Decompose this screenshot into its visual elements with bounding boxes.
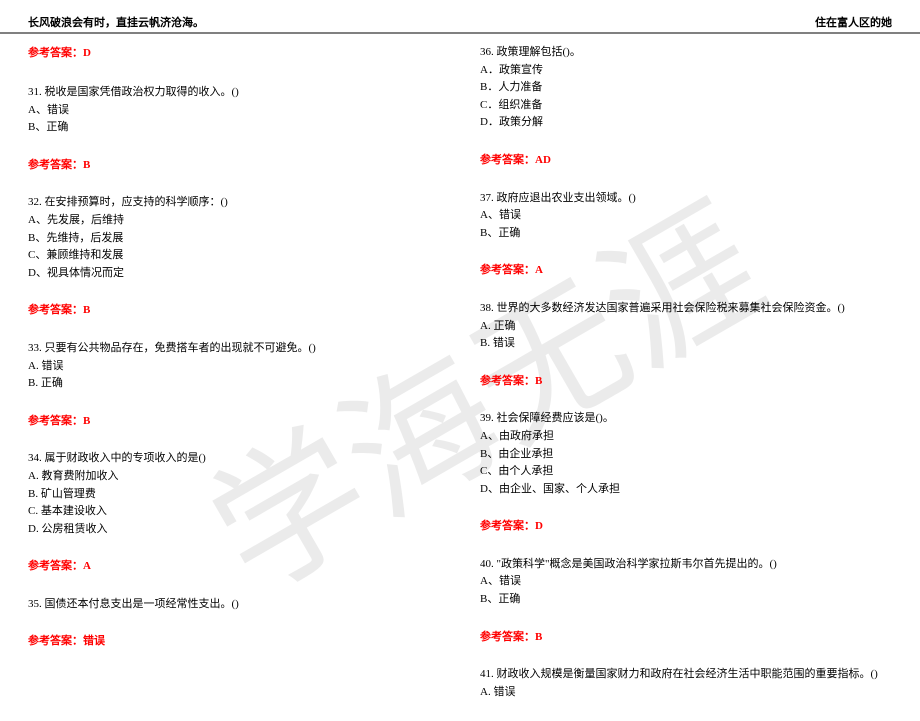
q32-opt-c: C、兼顾维持和发展	[28, 247, 440, 265]
answer-prev: 参考答案：D	[28, 44, 440, 60]
answer-38: 参考答案：B	[480, 373, 892, 391]
right-column: 36. 政策理解包括()。 A．政策宣传 B．人力准备 C．组织准备 D．政策分…	[480, 42, 892, 721]
question-37: 37. 政府应退出农业支出领域。() A、错误 B、正确	[480, 190, 892, 243]
question-39: 39. 社会保障经费应该是()。 A、由政府承担 B、由企业承担 C、由个人承担…	[480, 410, 892, 498]
q35-text: 35. 国债还本付息支出是一项经常性支出。()	[28, 596, 440, 614]
q37-text: 37. 政府应退出农业支出领域。()	[480, 190, 892, 208]
q34-opt-a: A. 教育费附加收入	[28, 468, 440, 486]
q38-opt-b: B. 错误	[480, 335, 892, 353]
question-35: 35. 国债还本付息支出是一项经常性支出。()	[28, 596, 440, 614]
q38-text: 38. 世界的大多数经济发达国家普遍采用社会保险税来募集社会保险资金。()	[480, 300, 892, 318]
answer-34: 参考答案：A	[28, 558, 440, 576]
answer-33: 参考答案：B	[28, 413, 440, 431]
answer-31: 参考答案：B	[28, 157, 440, 175]
q39-opt-c: C、由个人承担	[480, 463, 892, 481]
q40-opt-a: A、错误	[480, 573, 892, 591]
q40-opt-b: B、正确	[480, 591, 892, 609]
q34-opt-b: B. 矿山管理费	[28, 486, 440, 504]
q32-opt-d: D、视具体情况而定	[28, 265, 440, 283]
question-33: 33. 只要有公共物品存在，免费搭车者的出现就不可避免。() A. 错误 B. …	[28, 340, 440, 393]
answer-35: 参考答案：错误	[28, 633, 440, 651]
q32-text: 32. 在安排预算时，应支持的科学顺序：()	[28, 194, 440, 212]
q31-opt-a: A、错误	[28, 102, 440, 120]
question-32: 32. 在安排预算时，应支持的科学顺序：() A、先发展，后维持 B、先维持，后…	[28, 194, 440, 282]
question-36: 36. 政策理解包括()。 A．政策宣传 B．人力准备 C．组织准备 D．政策分…	[480, 44, 892, 132]
answer-36: 参考答案：AD	[480, 152, 892, 170]
q37-opt-b: B、正确	[480, 225, 892, 243]
question-31: 31. 税收是国家凭借政治权力取得的收入。() A、错误 B、正确	[28, 84, 440, 137]
q37-opt-a: A、错误	[480, 207, 892, 225]
question-41: 41. 财政收入规模是衡量国家财力和政府在社会经济生活中职能范围的重要指标。()…	[480, 666, 892, 701]
q36-opt-a: A．政策宣传	[480, 62, 892, 80]
q39-opt-d: D、由企业、国家、个人承担	[480, 481, 892, 499]
q41-text: 41. 财政收入规模是衡量国家财力和政府在社会经济生活中职能范围的重要指标。()	[480, 666, 892, 684]
q40-text: 40. "政策科学"概念是美国政治科学家拉斯韦尔首先提出的。()	[480, 556, 892, 574]
answer-32: 参考答案：B	[28, 302, 440, 320]
q41-opt-a: A. 错误	[480, 684, 892, 702]
header-left-quote: 长风破浪会有时，直挂云帆济沧海。	[28, 14, 204, 30]
q34-opt-d: D. 公房租赁收入	[28, 521, 440, 539]
q36-text: 36. 政策理解包括()。	[480, 44, 892, 62]
q39-text: 39. 社会保障经费应该是()。	[480, 410, 892, 428]
q39-opt-a: A、由政府承担	[480, 428, 892, 446]
q32-opt-a: A、先发展，后维持	[28, 212, 440, 230]
question-34: 34. 属于财政收入中的专项收入的是() A. 教育费附加收入 B. 矿山管理费…	[28, 450, 440, 538]
question-38: 38. 世界的大多数经济发达国家普遍采用社会保险税来募集社会保险资金。() A.…	[480, 300, 892, 353]
left-column: 参考答案：D 31. 税收是国家凭借政治权力取得的收入。() A、错误 B、正确…	[28, 42, 440, 721]
q36-opt-b: B．人力准备	[480, 79, 892, 97]
q33-opt-a: A. 错误	[28, 358, 440, 376]
question-40: 40. "政策科学"概念是美国政治科学家拉斯韦尔首先提出的。() A、错误 B、…	[480, 556, 892, 609]
q33-opt-b: B. 正确	[28, 375, 440, 393]
q34-opt-c: C. 基本建设收入	[28, 503, 440, 521]
page-content: 参考答案：D 31. 税收是国家凭借政治权力取得的收入。() A、错误 B、正确…	[0, 34, 920, 721]
q38-opt-a: A. 正确	[480, 318, 892, 336]
q32-opt-b: B、先维持，后发展	[28, 230, 440, 248]
answer-37: 参考答案：A	[480, 262, 892, 280]
answer-39: 参考答案：D	[480, 518, 892, 536]
q36-opt-c: C．组织准备	[480, 97, 892, 115]
q33-text: 33. 只要有公共物品存在，免费搭车者的出现就不可避免。()	[28, 340, 440, 358]
header-right-text: 住在富人区的她	[815, 14, 892, 30]
answer-40: 参考答案：B	[480, 629, 892, 647]
page-header: 长风破浪会有时，直挂云帆济沧海。 住在富人区的她	[0, 0, 920, 34]
q31-opt-b: B、正确	[28, 119, 440, 137]
q34-text: 34. 属于财政收入中的专项收入的是()	[28, 450, 440, 468]
q36-opt-d: D．政策分解	[480, 114, 892, 132]
q39-opt-b: B、由企业承担	[480, 446, 892, 464]
q31-text: 31. 税收是国家凭借政治权力取得的收入。()	[28, 84, 440, 102]
